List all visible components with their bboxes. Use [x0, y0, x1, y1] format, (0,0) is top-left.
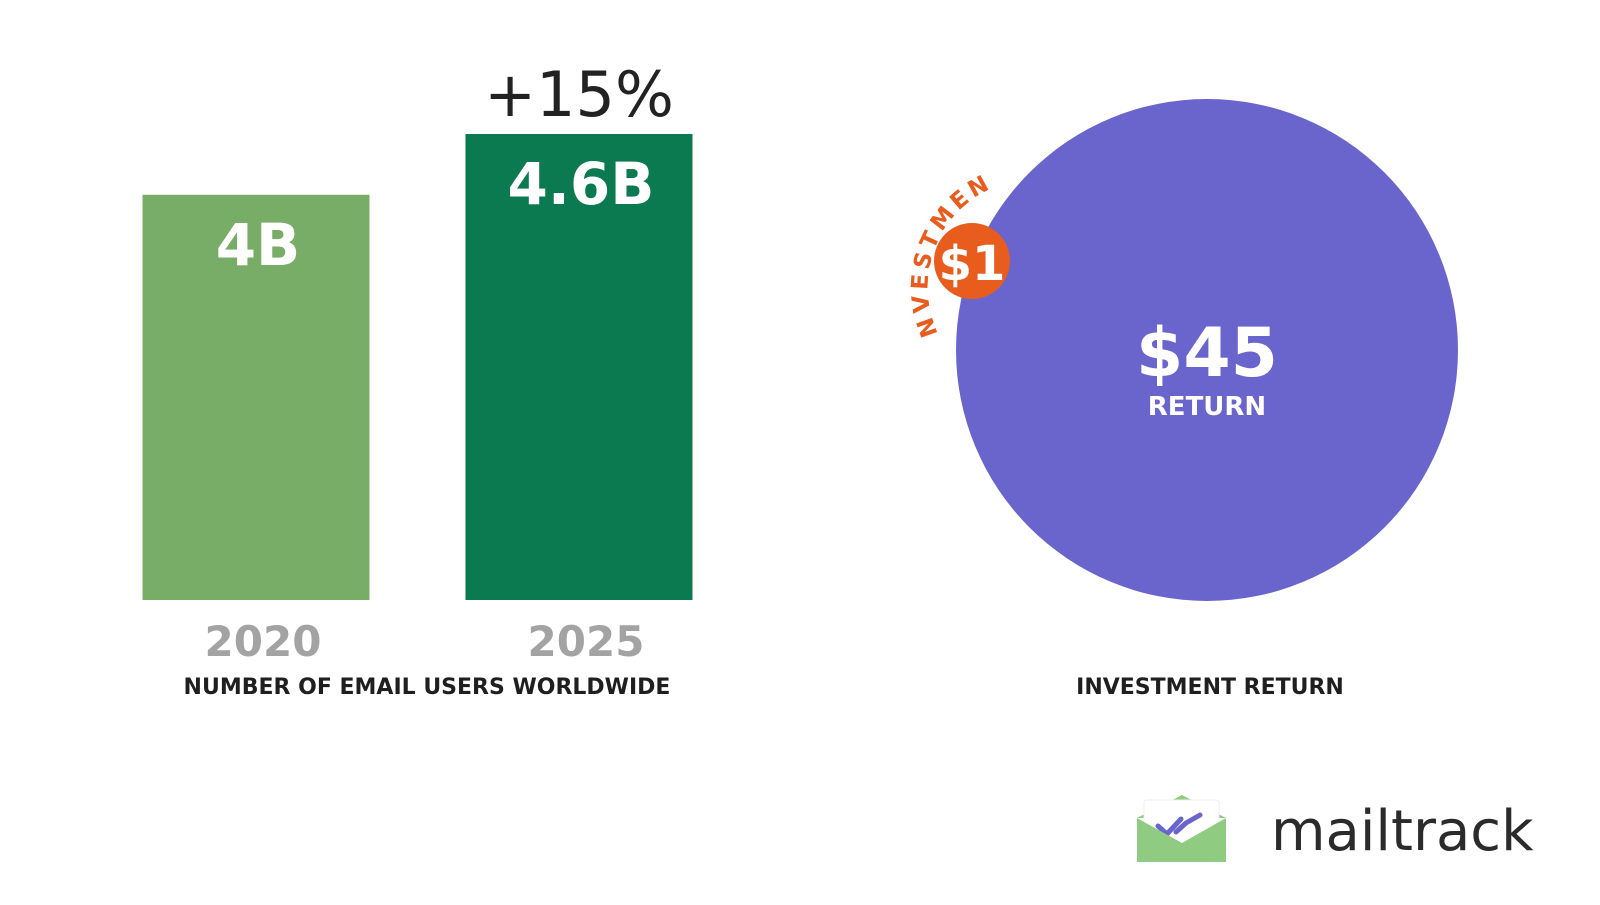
investment-value: $1 — [939, 236, 1006, 292]
bar-chart-caption: NUMBER OF EMAIL USERS WORLDWIDE — [184, 675, 671, 700]
x-tick-label: 2025 — [528, 617, 645, 666]
bar-value-label: 4B — [216, 211, 301, 279]
growth-percentage-label: +15% — [484, 58, 674, 131]
return-label: RETURN — [1148, 392, 1266, 422]
return-value: $45 — [1136, 314, 1278, 393]
x-tick-label: 2020 — [205, 617, 322, 666]
mailtrack-logo: mailtrack — [1137, 795, 1534, 864]
bar-value-label: 4.6B — [508, 150, 655, 218]
bar-2025 — [465, 134, 693, 600]
brand-name: mailtrack — [1271, 799, 1534, 864]
return-chart-caption: INVESTMENT RETURN — [1076, 675, 1344, 700]
return-circle — [956, 99, 1458, 601]
email-users-bar-chart: +15% 4B 2020 4.6B 2025 NUMBER OF EMAIL USER… — [142, 58, 693, 700]
investment-circle — [934, 223, 1010, 299]
envelope-check-icon — [1137, 795, 1226, 862]
bars-layer: 4B 2020 4.6B 2025 — [142, 134, 693, 666]
bar-2020 — [142, 194, 370, 601]
